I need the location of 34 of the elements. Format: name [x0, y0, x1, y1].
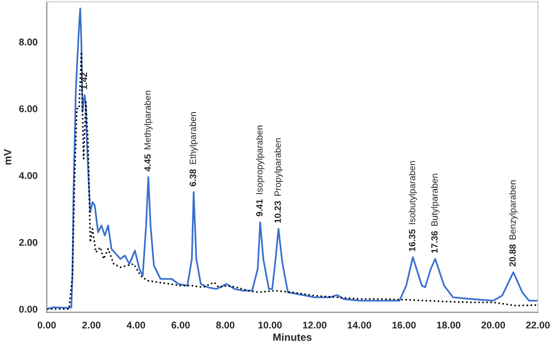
x-tick-label: 18.00	[437, 322, 460, 329]
annotation: 9.41	[256, 199, 263, 216]
annotation: 20.88	[509, 244, 516, 266]
y-tick-label: 6.00	[19, 105, 38, 112]
x-tick-label: 0.00	[38, 322, 56, 329]
annotation: Methylparaben	[144, 90, 153, 150]
x-tick-label: 2.00	[82, 322, 100, 329]
annotation: Isopropylparaben	[256, 126, 264, 194]
annotation: 10.23	[274, 201, 281, 223]
annotation: Benzylparaben	[509, 180, 518, 240]
x-tick-label: 22.00	[526, 322, 550, 329]
x-tick-label: 10.00	[258, 322, 282, 329]
x-axis-title: Minutes	[273, 333, 312, 341]
x-tick-label: 12.00	[303, 322, 326, 329]
annotation: 4.45	[144, 154, 151, 172]
x-tick-label: 20.00	[481, 322, 506, 329]
x-tick-label: 14.00	[348, 322, 372, 329]
annotation: 6.38	[190, 169, 196, 186]
x-tick-label: 4.00	[126, 322, 146, 329]
y-tick-label: 8.00	[19, 38, 38, 46]
x-tick-label: 16.00	[392, 322, 416, 329]
y-axis-title: mV	[4, 149, 12, 164]
annotation: 1.42	[80, 72, 88, 90]
x-tick-label: 8.00	[216, 322, 234, 329]
y-tick-label: 2.00	[19, 238, 38, 246]
annotation: Isobutylparaben	[408, 161, 418, 224]
annotation: Propylparaben	[274, 138, 283, 196]
x-tick-label: 6.00	[172, 322, 190, 329]
y-tick-label: 0.00	[19, 306, 38, 313]
annotation: Butylparaben	[430, 174, 440, 226]
annotation: Ethylparaben	[189, 112, 198, 164]
annotation: 16.35	[408, 229, 416, 252]
annotation: 17.36	[431, 231, 438, 253]
y-tick-label: 4.00	[18, 172, 38, 180]
